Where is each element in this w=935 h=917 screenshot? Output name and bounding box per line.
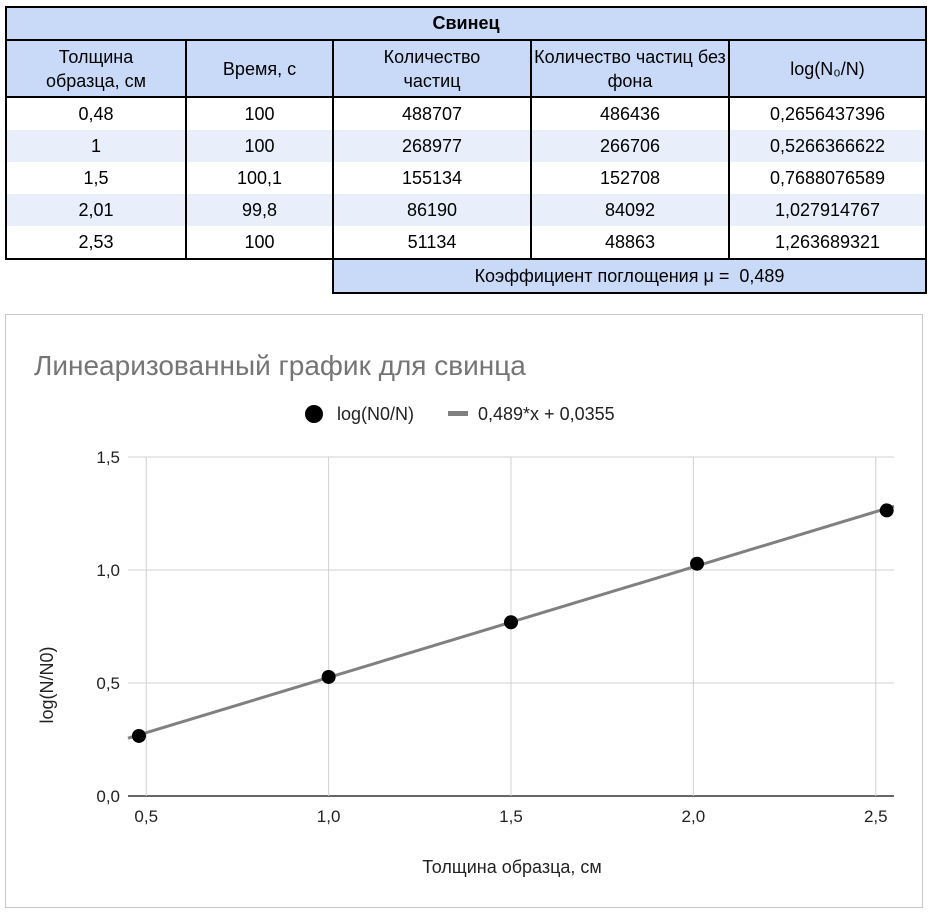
y-tick-label: 0,5 <box>96 674 120 693</box>
chart-svg: Линеаризованный график для свинца log(N0… <box>34 350 895 877</box>
cell: 0,7688076589 <box>728 162 927 194</box>
cell: 1,263689321 <box>728 226 927 260</box>
coefficient-label: Коэффициент поглощения μ = <box>474 265 730 286</box>
cell: 0,2656437396 <box>728 97 927 130</box>
absorption-coefficient: Коэффициент поглощения μ = 0,489 <box>332 258 927 294</box>
cell: 486436 <box>530 97 730 130</box>
table-row: 2,53 100 51134 48863 1,263689321 <box>5 226 927 260</box>
cell: 51134 <box>332 226 532 260</box>
gridlines <box>128 456 894 797</box>
header-time: Время, с <box>185 39 334 98</box>
cell: 1,5 <box>5 162 187 194</box>
cell: 100 <box>185 130 334 162</box>
cell: 488707 <box>332 97 532 130</box>
cell: 1,027914767 <box>728 194 927 226</box>
cell: 2,53 <box>5 226 187 260</box>
legend-marker-trendline <box>448 411 468 416</box>
cell: 84092 <box>530 194 730 226</box>
data-point <box>690 556 705 571</box>
cell: 155134 <box>332 162 532 194</box>
cell: 268977 <box>332 130 532 162</box>
x-tick-label: 2,0 <box>682 807 706 826</box>
chart-container: Линеаризованный график для свинца log(N0… <box>5 314 923 908</box>
y-axis-ticks: 0,0 0,5 1,0 1,5 <box>96 448 120 806</box>
x-axis-ticks: 0,5 1,0 1,5 2,0 2,5 <box>134 807 887 826</box>
cell: 152708 <box>530 162 730 194</box>
cell: 100,1 <box>185 162 334 194</box>
cell: 100 <box>185 97 334 130</box>
blank-cell <box>6 259 333 293</box>
table-row: 0,48 100 488707 486436 0,2656437396 <box>5 97 927 130</box>
cell: 0,5266366622 <box>728 130 927 162</box>
data-point <box>321 669 336 684</box>
cell: 266706 <box>530 130 730 162</box>
coefficient-value: 0,489 <box>739 265 785 286</box>
header-count-no-bg: Количество частиц без фона <box>530 39 730 98</box>
x-axis-title: Толщина образца, см <box>422 857 602 877</box>
legend-label-points: log(N0/N) <box>337 404 414 424</box>
x-tick-label: 1,5 <box>499 807 523 826</box>
legend: log(N0/N) 0,489*x + 0,0355 <box>305 404 615 424</box>
cell: 99,8 <box>185 194 334 226</box>
header-count: Количество частиц <box>332 39 532 98</box>
data-point <box>131 728 146 743</box>
cell: 100 <box>185 226 334 260</box>
cell: 1 <box>5 130 187 162</box>
header-thickness: Толщина образца, см <box>5 39 187 98</box>
cell: 0,48 <box>5 97 187 130</box>
y-tick-label: 1,0 <box>96 561 120 580</box>
x-tick-label: 0,5 <box>134 807 158 826</box>
cell: 86190 <box>332 194 532 226</box>
data-point <box>504 615 518 630</box>
y-axis-title: log(N/N0) <box>37 646 57 723</box>
data-points <box>131 503 894 743</box>
table-row: 1,5 100,1 155134 152708 0,7688076589 <box>5 162 927 194</box>
chart-title: Линеаризованный график для свинца <box>34 350 526 381</box>
x-tick-label: 2,5 <box>864 807 888 826</box>
legend-label-trendline: 0,489*x + 0,0355 <box>478 404 615 424</box>
lead-data-table: Свинец Толщина образца, см Время, с Коли… <box>5 6 927 294</box>
data-point <box>879 503 894 518</box>
header-log: log(N₀/N) <box>728 39 927 98</box>
table-row: 2,01 99,8 86190 84092 1,027914767 <box>5 194 927 226</box>
legend-marker-points <box>305 405 323 423</box>
table-title: Свинец <box>5 6 927 41</box>
table-row: 1 100 268977 266706 0,5266366622 <box>5 130 927 162</box>
x-tick-label: 1,0 <box>317 807 341 826</box>
y-tick-label: 0,0 <box>96 787 120 806</box>
cell: 2,01 <box>5 194 187 226</box>
y-tick-label: 1,5 <box>96 448 120 467</box>
cell: 48863 <box>530 226 730 260</box>
